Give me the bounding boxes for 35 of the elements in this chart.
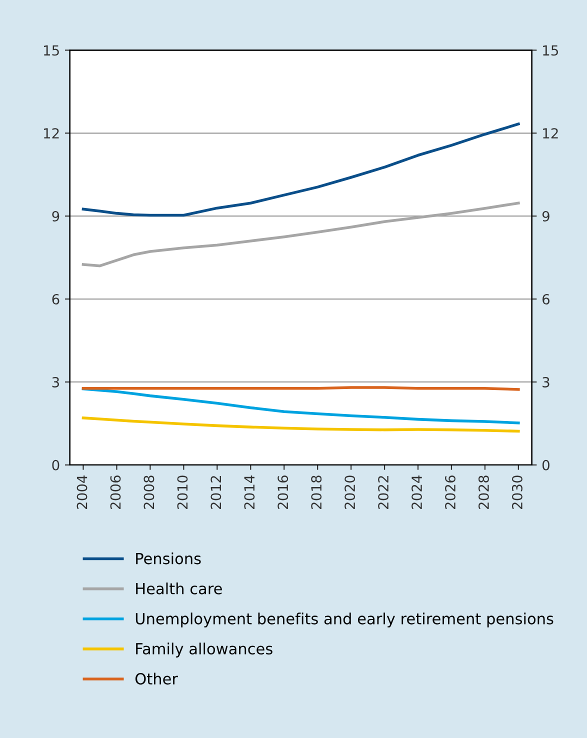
x-tick-label: 2006 xyxy=(110,476,121,509)
x-tick-label: 2014 xyxy=(244,475,255,509)
y2-tick-label: 9 xyxy=(542,211,550,222)
y2-tick-label: 12 xyxy=(543,128,558,138)
x-tick-label: 2008 xyxy=(144,476,154,509)
x-tick-label: 2022 xyxy=(378,476,389,509)
y2-tick-label: 6 xyxy=(542,294,550,305)
legend-label: Health care xyxy=(136,582,222,594)
x-tick-label: 2004 xyxy=(76,475,88,509)
y2-tick-label: 3 xyxy=(542,376,550,388)
legend-label: Family allowances xyxy=(136,642,272,658)
line-series xyxy=(82,202,520,268)
legend-label: Pensions xyxy=(136,552,201,564)
line-series xyxy=(82,388,520,424)
line-series xyxy=(82,416,520,433)
y2-tick-label: 0 xyxy=(542,460,550,470)
line-series xyxy=(82,122,520,217)
legend-label: Other xyxy=(135,672,178,685)
y-tick-label: 6 xyxy=(52,294,60,305)
x-tick-label: 2012 xyxy=(210,476,222,509)
x-tick-label: 2024 xyxy=(412,475,422,509)
y-tick-label: 12 xyxy=(44,128,59,138)
y-tick-label: 9 xyxy=(52,211,60,222)
y-tick-label: 15 xyxy=(44,45,59,56)
legend-label: Unemployment benefits and early retirement pensions xyxy=(136,612,554,628)
x-tick-label: 2018 xyxy=(311,476,322,509)
y2-tick-label: 15 xyxy=(543,45,558,56)
x-tick-label: 2010 xyxy=(177,476,188,509)
x-tick-label: 2030 xyxy=(512,476,522,509)
x-tick-label: 2020 xyxy=(344,476,356,509)
x-tick-label: 2028 xyxy=(478,476,489,509)
x-tick-label: 2026 xyxy=(445,476,456,509)
x-tick-label: 2016 xyxy=(278,476,288,509)
y-tick-label: 3 xyxy=(52,376,60,388)
y-tick-label: 0 xyxy=(52,460,60,470)
